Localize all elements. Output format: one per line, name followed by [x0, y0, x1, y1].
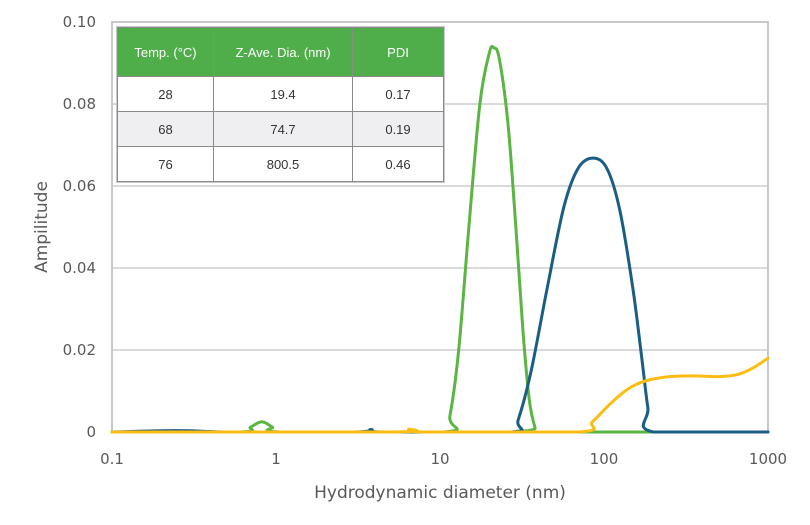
cell-pdi: 0.19: [352, 111, 444, 147]
cell-temp: 76: [117, 146, 214, 182]
cell-pdi: 0.17: [352, 76, 444, 112]
series-line-28c: [110, 44, 770, 434]
x-tick-label: 1000: [749, 450, 787, 468]
y-tick-label: 0.04: [63, 259, 96, 277]
y-tick-label: 0.10: [63, 13, 96, 31]
header-z-average: Z-Ave. Dia. (nm): [213, 27, 353, 77]
y-tick-label: 0.02: [63, 341, 96, 359]
cell-pdi: 0.46: [352, 146, 444, 182]
table-row: 76 800.5 0.46: [117, 146, 444, 182]
data-series: [110, 44, 770, 434]
y-axis-ticks: 0 0.02 0.04 0.06 0.08 0.10: [63, 13, 96, 441]
x-tick-label: 100: [590, 450, 619, 468]
y-tick-label: 0: [86, 423, 96, 441]
table-row: 28 19.4 0.17: [117, 76, 444, 112]
series-line-76c: [110, 356, 770, 434]
table-header-row: Temp. (°C) Z-Ave. Dia. (nm) PDI: [117, 27, 444, 77]
cell-temp: 68: [117, 111, 214, 147]
table-row: 68 74.7 0.19: [117, 111, 444, 147]
x-axis-ticks: 0.1 1 10 100 1000: [100, 450, 787, 468]
y-axis-title: Ampilitude: [32, 181, 52, 273]
cell-z-average: 19.4: [213, 76, 353, 112]
series-line-68c: [110, 156, 770, 434]
y-tick-label: 0.06: [63, 177, 96, 195]
cell-z-average: 74.7: [213, 111, 353, 147]
header-pdi: PDI: [352, 27, 444, 77]
cell-temp: 28: [117, 76, 214, 112]
cell-z-average: 800.5: [213, 146, 353, 182]
x-tick-label: 1: [271, 450, 281, 468]
header-temp: Temp. (°C): [117, 27, 214, 77]
summary-table: Temp. (°C) Z-Ave. Dia. (nm) PDI 28 19.4 …: [117, 27, 444, 182]
x-axis-title: Hydrodynamic diameter (nm): [314, 483, 566, 503]
y-tick-label: 0.08: [63, 95, 96, 113]
x-tick-label: 0.1: [100, 450, 124, 468]
x-tick-label: 10: [430, 450, 449, 468]
